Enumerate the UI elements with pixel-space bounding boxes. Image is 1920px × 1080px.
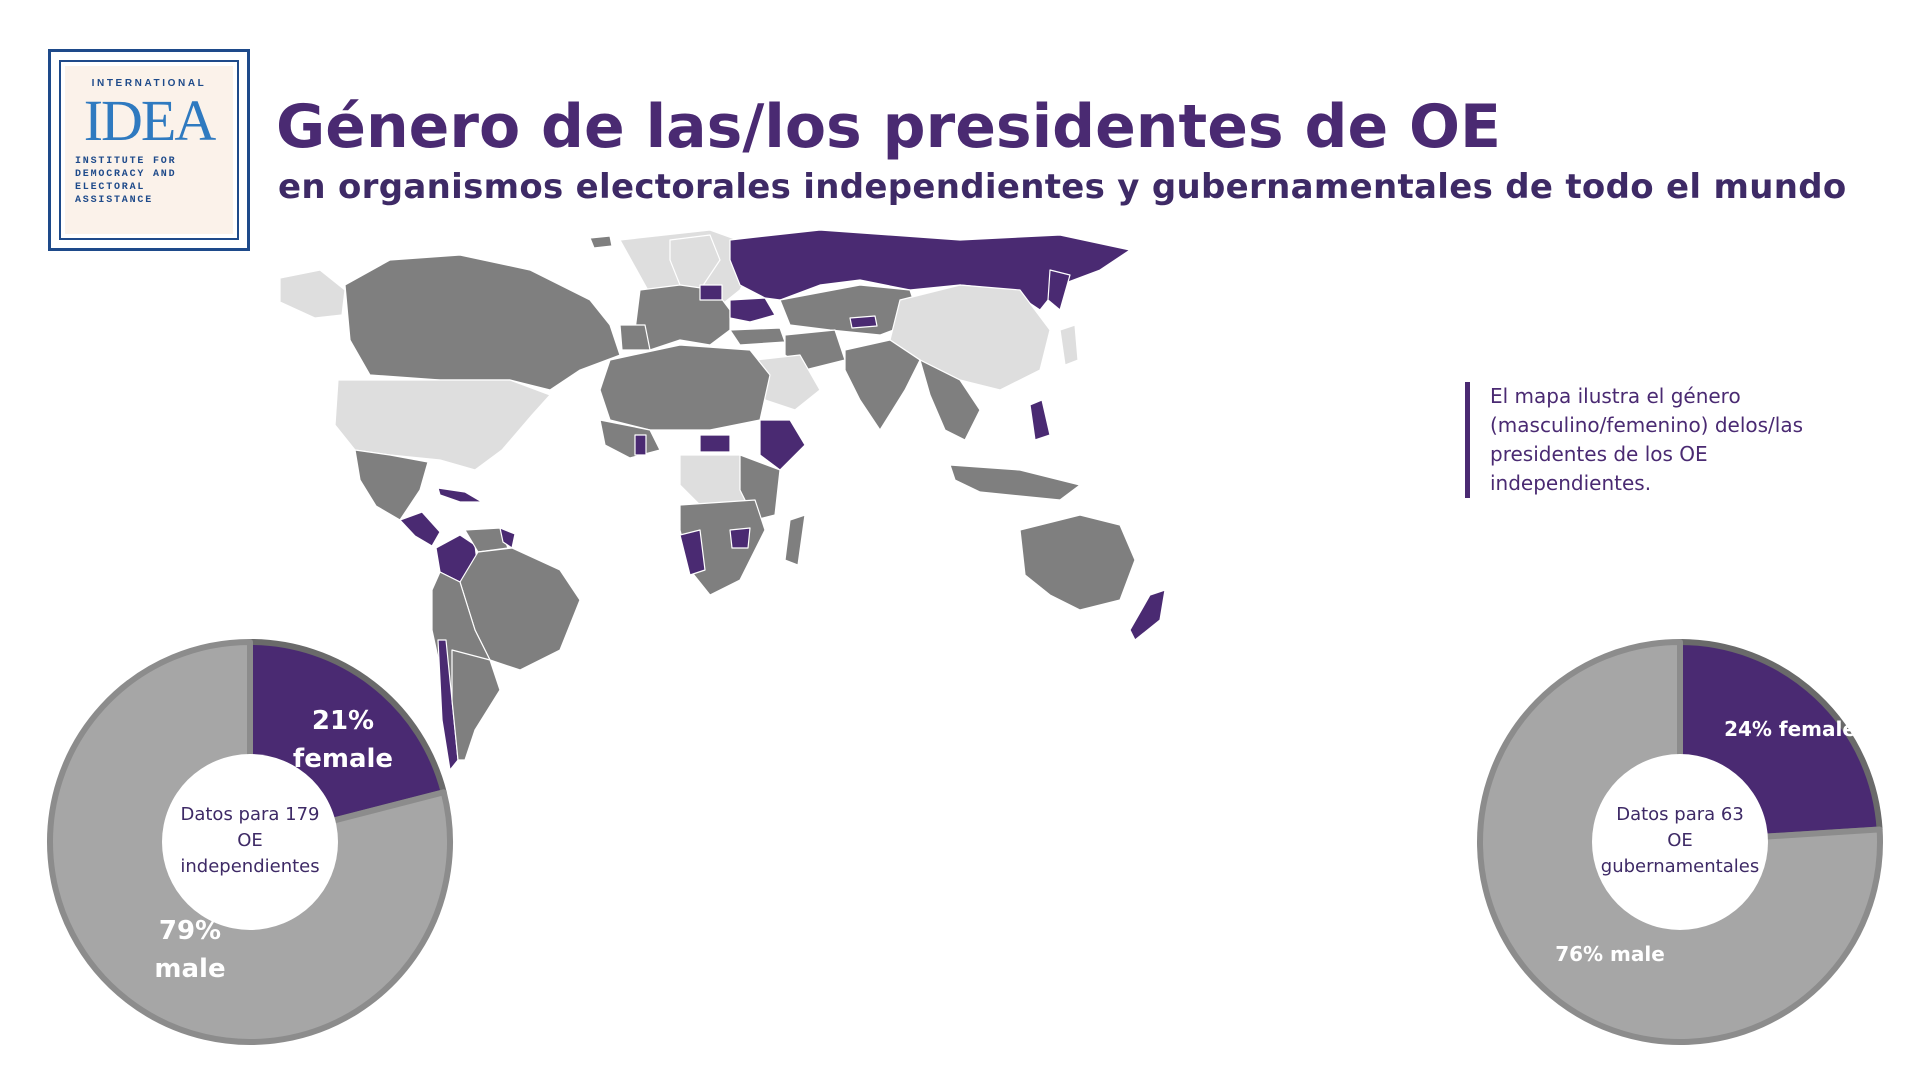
slice-label-line: 21% [311, 706, 375, 736]
center-label-line: Datos para 179 [180, 804, 320, 825]
map-region-new-zealand [1129, 589, 1166, 641]
map-region-madagascar [784, 514, 806, 566]
logo-sub-line: ELECTORAL [75, 182, 146, 193]
map-region-ethiopia [759, 419, 806, 471]
map-region-china [889, 284, 1051, 391]
logo-top-text: INTERNATIONAL [91, 78, 207, 89]
map-region-iberia [619, 324, 651, 351]
map-region-japan [1059, 324, 1079, 366]
idea-logo: INTERNATIONAL IDEA INSTITUTE FOR DEMOCRA… [48, 49, 250, 251]
map-region-alaska [279, 269, 346, 319]
slice-label-line: female [292, 744, 394, 774]
pie-slice-male [1477, 639, 1884, 1045]
map-region-turkey [729, 327, 786, 346]
donut-chart-independientes: 21% female 79% male Datos para 179 OE in… [40, 632, 460, 1052]
map-note: El mapa ilustra el género (masculino/fem… [1465, 382, 1840, 498]
slice-label-line: 79% [158, 916, 222, 946]
slice-label-line: 76% male [1555, 942, 1665, 966]
logo-sub-line: DEMOCRACY AND [75, 169, 177, 180]
center-label-line: Datos para 63 [1616, 804, 1744, 825]
map-region-kamchatka [1047, 269, 1071, 311]
map-region-mexico [354, 449, 429, 521]
world-map [279, 230, 1166, 771]
logo-subtext: INSTITUTE FOR DEMOCRACY AND ELECTORAL AS… [75, 155, 227, 207]
map-region-india [844, 339, 921, 431]
slice-label-male: 76% male [1540, 942, 1680, 966]
map-region-ghana [634, 434, 647, 456]
map-region-north-africa [599, 344, 771, 431]
donut-hole [162, 754, 338, 930]
map-region-philippines [1029, 399, 1051, 441]
map-region-caribbean [437, 487, 483, 503]
page-subtitle: en organismos electorales independientes… [278, 167, 1847, 207]
map-region-poland [699, 284, 723, 301]
donut-svg-independientes [47, 639, 453, 1045]
map-region-usa [334, 379, 551, 471]
map-region-canada [344, 254, 621, 391]
logo-sub-line: INSTITUTE FOR [75, 156, 177, 167]
center-label-line: gubernamentales [1600, 856, 1760, 877]
page-title: Género de las/los presidentes de OE [276, 92, 1502, 162]
slice-label-female: 24% female [1720, 717, 1860, 741]
slice-label-female: 21% female [268, 702, 418, 778]
map-region-zimbabwe [729, 527, 751, 549]
map-region-kyrgyzstan [849, 315, 878, 329]
map-region-indonesia [949, 464, 1081, 501]
center-label-line: OE [1667, 830, 1693, 851]
map-region-se-asia [919, 359, 981, 441]
logo-wordmark: IDEA [83, 88, 217, 153]
center-label-line: independientes [180, 856, 320, 877]
slice-label-male: 79% male [130, 912, 250, 988]
map-region-namibia [679, 529, 706, 576]
logo-background: INTERNATIONAL IDEA INSTITUTE FOR DEMOCRA… [65, 66, 233, 234]
map-region-argentina [451, 649, 501, 761]
logo-sub-line: ASSISTANCE [75, 195, 154, 206]
slice-label-line: male [154, 954, 226, 984]
map-region-iceland [589, 235, 613, 249]
map-region-australia [1019, 514, 1136, 611]
slice-label-line: 24% female [1724, 717, 1856, 741]
donut-center-label: Datos para 179 OE independientes [150, 802, 350, 880]
donut-chart-gubernamentales: 24% female 76% male Datos para 63 OE gub… [1470, 632, 1890, 1052]
center-label-line: OE [237, 830, 263, 851]
map-region-central-america [399, 511, 441, 547]
map-region-ukraine [729, 297, 776, 323]
donut-center-label: Datos para 63 OE gubernamentales [1580, 802, 1780, 880]
donut-svg-gubernamentales [1477, 639, 1884, 1045]
donut-hole [1592, 754, 1768, 930]
map-region-central-africa-rep [699, 434, 731, 453]
